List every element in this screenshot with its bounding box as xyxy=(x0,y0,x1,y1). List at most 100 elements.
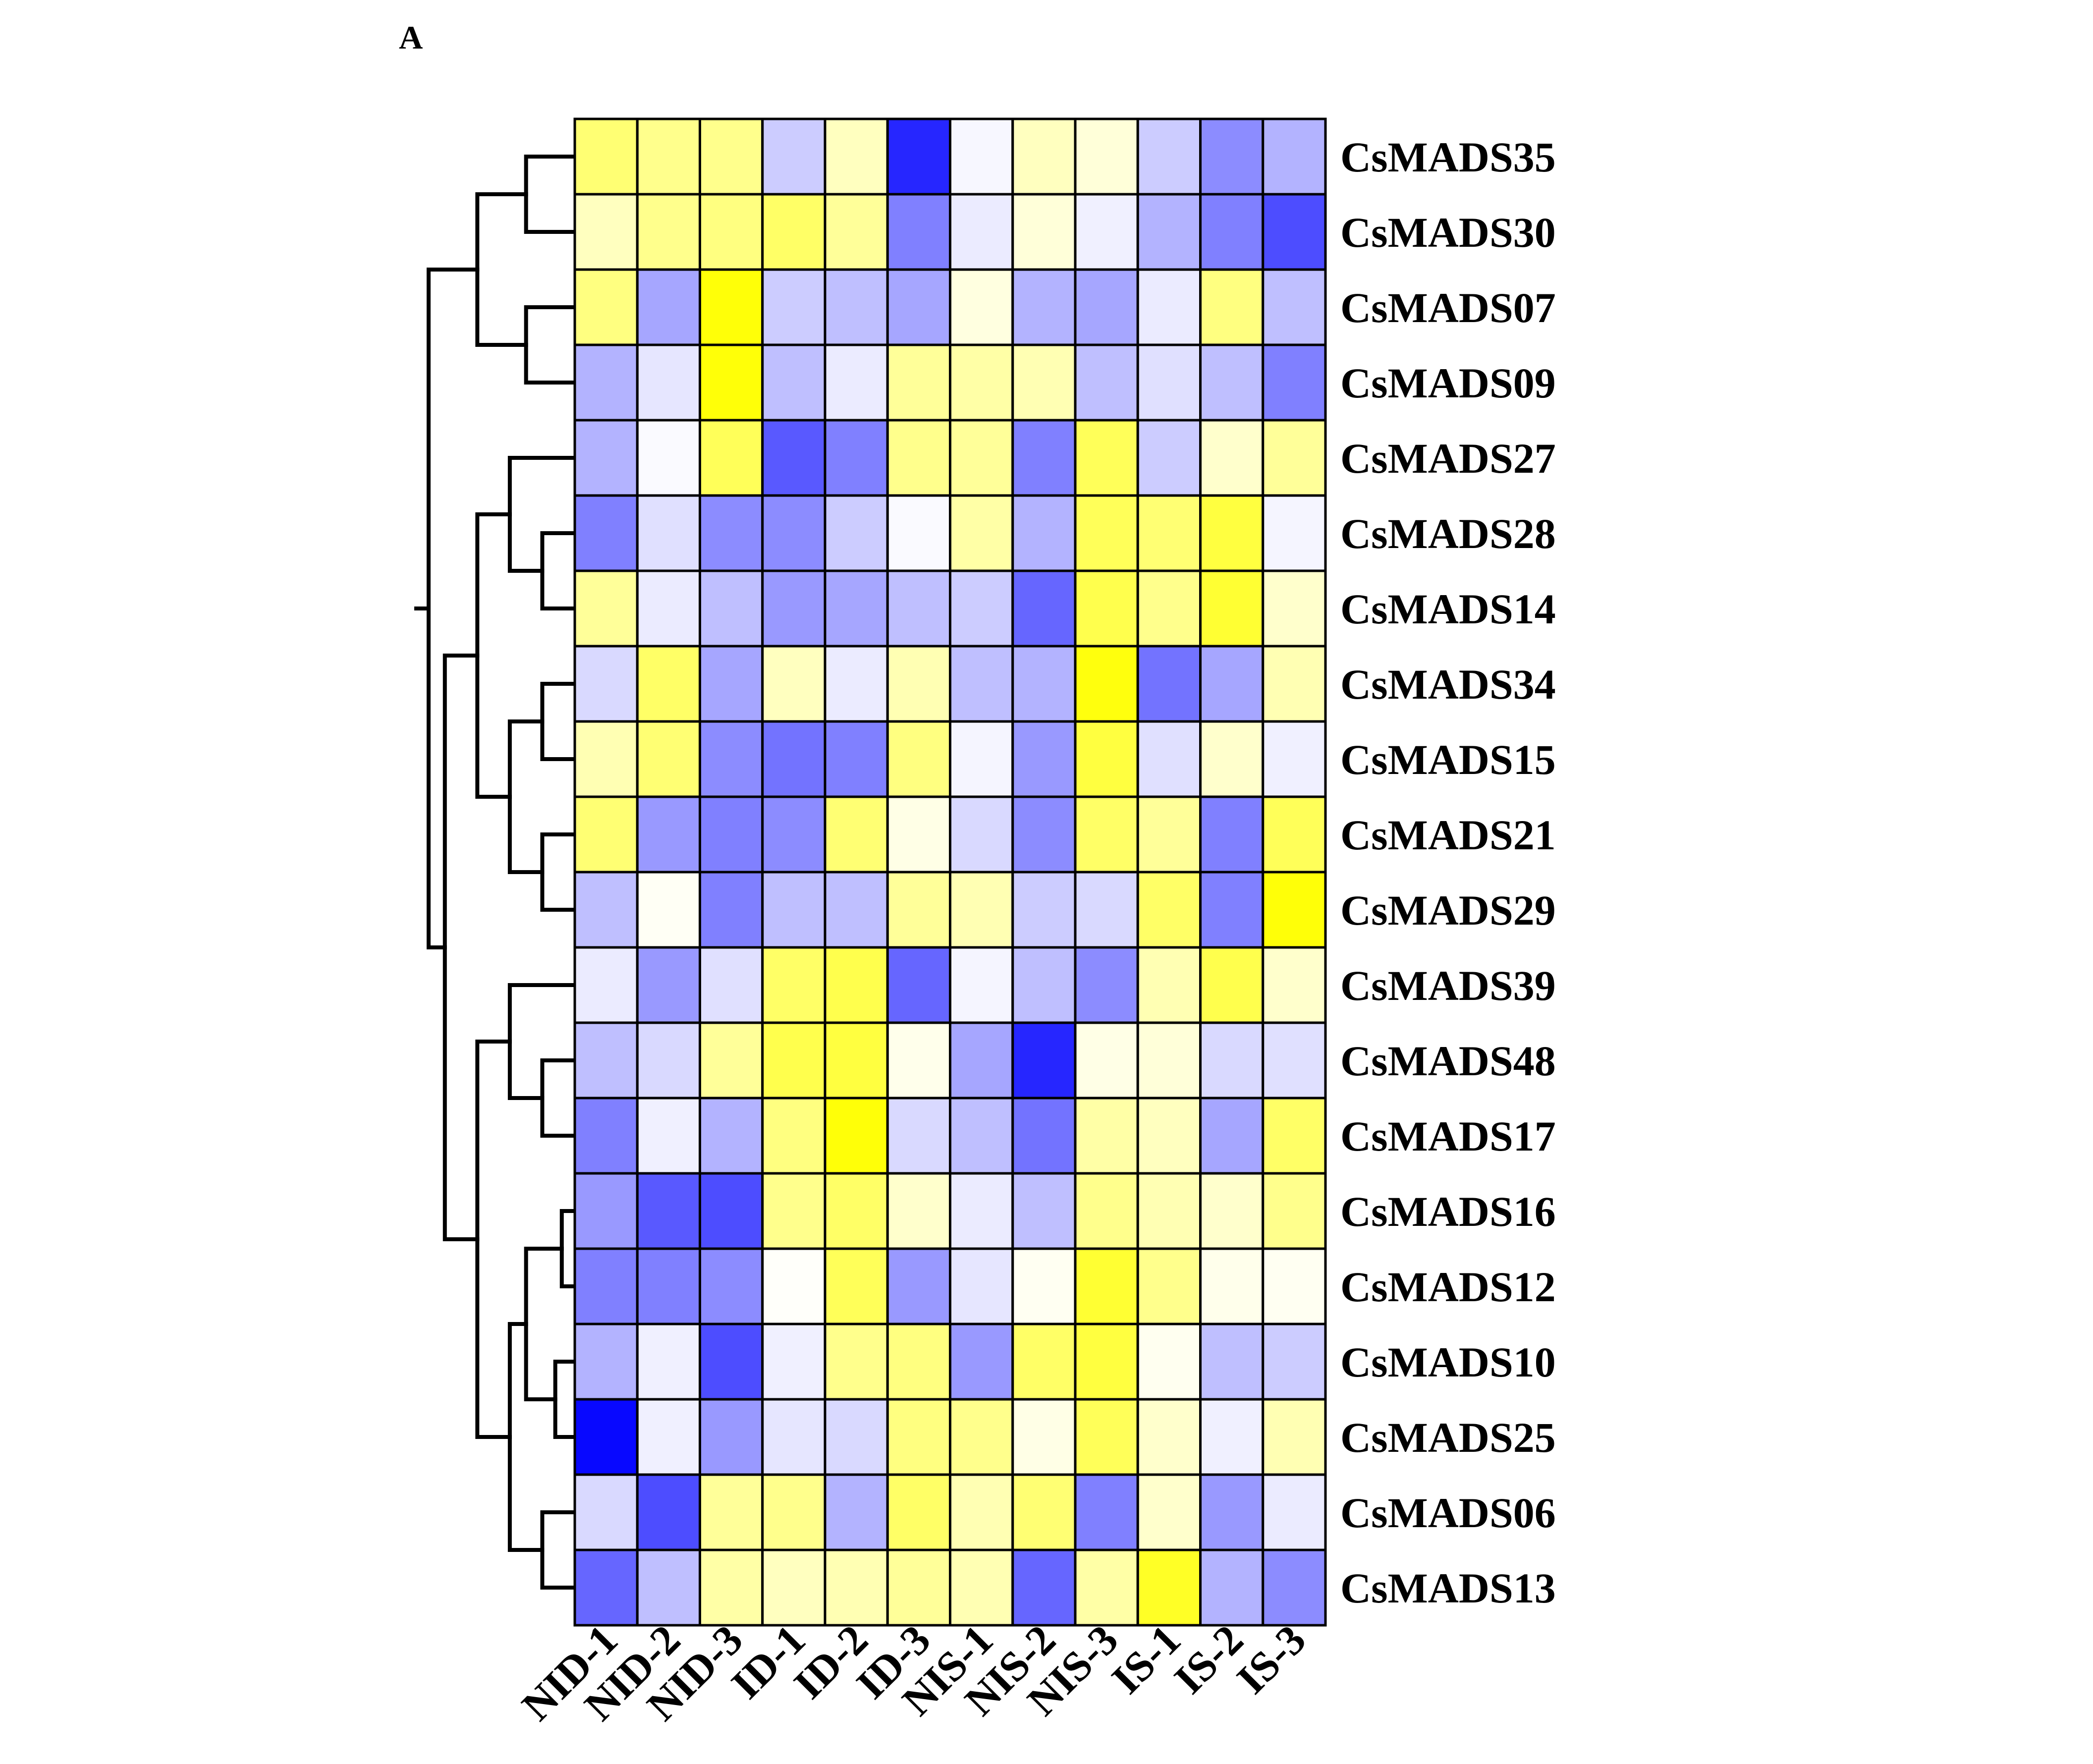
row-label: CsMADS21 xyxy=(1340,811,1556,859)
heatmap-cell xyxy=(1011,645,1077,723)
heatmap-cell xyxy=(949,645,1014,723)
heatmap-cell xyxy=(761,419,826,497)
heatmap-cell xyxy=(1262,1021,1327,1100)
heatmap-cell xyxy=(1262,494,1327,572)
heatmap-cell xyxy=(1074,1473,1139,1551)
heatmap-cell xyxy=(824,1548,889,1627)
column-labels: NID-1NID-2NID-3ID-1ID-2ID-3NIS-1NIS-2NIS… xyxy=(513,1616,1315,1730)
heatmap-cell xyxy=(636,1172,701,1250)
heatmap-cell xyxy=(636,1548,701,1627)
heatmap-cell xyxy=(886,871,951,949)
heatmap-cell xyxy=(886,1548,951,1627)
heatmap-cell xyxy=(1199,343,1265,422)
heatmap-cell xyxy=(1011,946,1077,1024)
heatmap-cell xyxy=(824,494,889,572)
heatmap-cell xyxy=(886,268,951,346)
heatmap-cell xyxy=(1136,795,1202,874)
heatmap-cell xyxy=(886,494,951,572)
heatmap-cell xyxy=(1262,795,1327,874)
heatmap-cell xyxy=(1011,117,1077,196)
heatmap-cell xyxy=(1011,343,1077,422)
heatmap-cell xyxy=(824,720,889,798)
heatmap-cell xyxy=(761,268,826,346)
heatmap-cell xyxy=(573,720,639,798)
row-label: CsMADS15 xyxy=(1340,736,1556,783)
heatmap-cell xyxy=(949,720,1014,798)
heatmap-grid xyxy=(573,117,1327,1627)
heatmap-cell xyxy=(886,117,951,196)
heatmap-cell xyxy=(699,1097,764,1175)
heatmap-cell xyxy=(1262,117,1327,196)
heatmap-cell xyxy=(636,720,701,798)
heatmap-cell xyxy=(573,645,639,723)
heatmap-cell xyxy=(1199,1548,1265,1627)
heatmap-cell xyxy=(886,193,951,271)
heatmap-cell xyxy=(1074,1021,1139,1100)
heatmap-cell xyxy=(1074,1548,1139,1627)
heatmap-cell xyxy=(1074,720,1139,798)
heatmap-cell xyxy=(1074,645,1139,723)
heatmap-cell xyxy=(1011,1473,1077,1551)
heatmap-cell xyxy=(949,419,1014,497)
heatmap-cell xyxy=(761,193,826,271)
heatmap-cell xyxy=(824,569,889,648)
heatmap-cell xyxy=(824,1323,889,1401)
dendrogram-branch xyxy=(475,192,528,347)
heatmap-cell xyxy=(573,1398,639,1476)
dendrogram-branch xyxy=(507,719,545,874)
heatmap-cell xyxy=(573,343,639,422)
heatmap-cell xyxy=(949,1247,1014,1325)
heatmap-cell xyxy=(761,494,826,572)
heatmap-cell xyxy=(1074,871,1139,949)
heatmap-cell xyxy=(824,1247,889,1325)
heatmap-cell xyxy=(761,1021,826,1100)
heatmap-cell xyxy=(949,343,1014,422)
heatmap-cell xyxy=(1074,1323,1139,1401)
heatmap-cell xyxy=(636,946,701,1024)
heatmap-cell xyxy=(761,1473,826,1551)
heatmap-cell xyxy=(1199,1473,1265,1551)
heatmap-cell xyxy=(1136,268,1202,346)
heatmap-cell xyxy=(1199,1172,1265,1250)
dendrogram-branch xyxy=(475,1040,512,1439)
heatmap-cell xyxy=(886,1473,951,1551)
heatmap-cell xyxy=(886,1021,951,1100)
heatmap-cell xyxy=(573,1247,639,1325)
heatmap-cell xyxy=(1136,117,1202,196)
heatmap-cell xyxy=(824,268,889,346)
heatmap-cell xyxy=(1199,569,1265,648)
heatmap-cell xyxy=(1011,268,1077,346)
heatmap-cell xyxy=(824,117,889,196)
heatmap-cell xyxy=(636,569,701,648)
heatmap-cell xyxy=(1199,1398,1265,1476)
heatmap-cell xyxy=(1011,1398,1077,1476)
heatmap-cell xyxy=(1262,1548,1327,1627)
heatmap-cell xyxy=(699,193,764,271)
heatmap-cell xyxy=(1136,343,1202,422)
heatmap-cell xyxy=(573,871,639,949)
heatmap-cell xyxy=(1136,1548,1202,1627)
heatmap-cell xyxy=(636,268,701,346)
heatmap-cell xyxy=(824,645,889,723)
heatmap-cell xyxy=(949,1172,1014,1250)
row-label: CsMADS25 xyxy=(1340,1414,1556,1461)
heatmap-cell xyxy=(636,494,701,572)
heatmap-cell xyxy=(1262,1398,1327,1476)
heatmap-cell xyxy=(699,419,764,497)
heatmap-cell xyxy=(1074,1247,1139,1325)
heatmap-cell xyxy=(886,343,951,422)
heatmap-cell xyxy=(949,117,1014,196)
heatmap-cell xyxy=(1011,1548,1077,1627)
heatmap-cell xyxy=(1199,1323,1265,1401)
heatmap-cell xyxy=(1074,343,1139,422)
heatmap-cell xyxy=(886,645,951,723)
heatmap-cell xyxy=(573,946,639,1024)
heatmap-cell xyxy=(573,569,639,648)
heatmap-cell xyxy=(636,1247,701,1325)
heatmap-cell xyxy=(1136,1398,1202,1476)
heatmap-cell xyxy=(1199,1021,1265,1100)
heatmap-cell xyxy=(636,419,701,497)
heatmap-cell xyxy=(573,1473,639,1551)
heatmap-cell xyxy=(886,1398,951,1476)
heatmap-cell xyxy=(699,117,764,196)
